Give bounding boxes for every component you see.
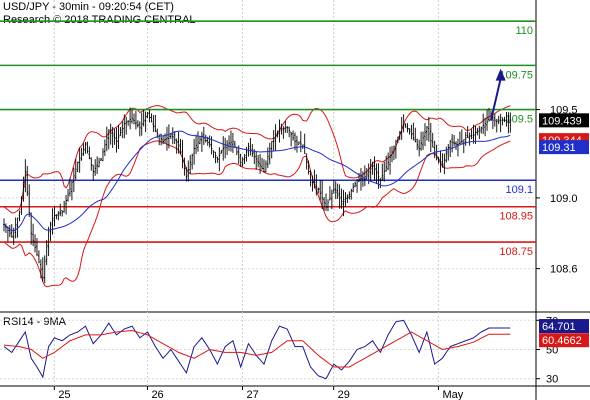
- level-label: 108.95: [499, 211, 533, 223]
- bollinger-upper: [3, 105, 511, 214]
- bollinger-bands: [3, 105, 511, 288]
- price-candles: [3, 107, 512, 284]
- rsi-title: RSI14 - 9MA: [3, 316, 67, 328]
- projection-arrow-shaft: [490, 78, 502, 121]
- price-tag: 109.31: [542, 142, 576, 154]
- level-label: 109.5: [505, 114, 533, 126]
- rsi-tag-bg: [539, 319, 589, 334]
- price-tick-label: 108.6: [550, 264, 578, 276]
- projection-arrow-head: [495, 68, 506, 81]
- time-axis: 25 26 27 29 May: [53, 386, 464, 400]
- chart-title: USD/JPY - 30min - 09:20:54 (CET): [3, 1, 174, 13]
- moving-average: [3, 130, 511, 232]
- time-tick-label: 26: [151, 389, 163, 400]
- level-label: 109.1: [505, 184, 533, 196]
- price-tick-label: 109.0: [550, 193, 578, 205]
- level-label: 109.75: [499, 69, 533, 81]
- time-tick-label: 25: [58, 389, 70, 400]
- key-levels: 110 109.75 109.5 109.1 108.95 108.75: [0, 20, 536, 258]
- level-label: 108.75: [499, 246, 533, 258]
- time-tick-label: May: [442, 389, 463, 400]
- rsi-tag-bg: [539, 333, 589, 348]
- rsi-series-line: [3, 329, 511, 368]
- time-tick-label: 27: [247, 389, 259, 400]
- rsi-tag: 60.4662: [542, 335, 582, 347]
- price-tag: 109.439: [542, 115, 582, 127]
- ma-line: [3, 130, 511, 232]
- rsi-tick-label: 50: [546, 345, 558, 357]
- rsi-tick-label: 30: [546, 374, 558, 386]
- rsi-series-line: [3, 319, 511, 380]
- level-label: 110: [515, 25, 533, 37]
- time-tick-label: 29: [338, 389, 350, 400]
- rsi-tag: 64.701: [542, 321, 576, 333]
- projection-arrow: [490, 68, 506, 121]
- price-tag-bg: [539, 113, 589, 128]
- price-tag-bg: [539, 140, 589, 155]
